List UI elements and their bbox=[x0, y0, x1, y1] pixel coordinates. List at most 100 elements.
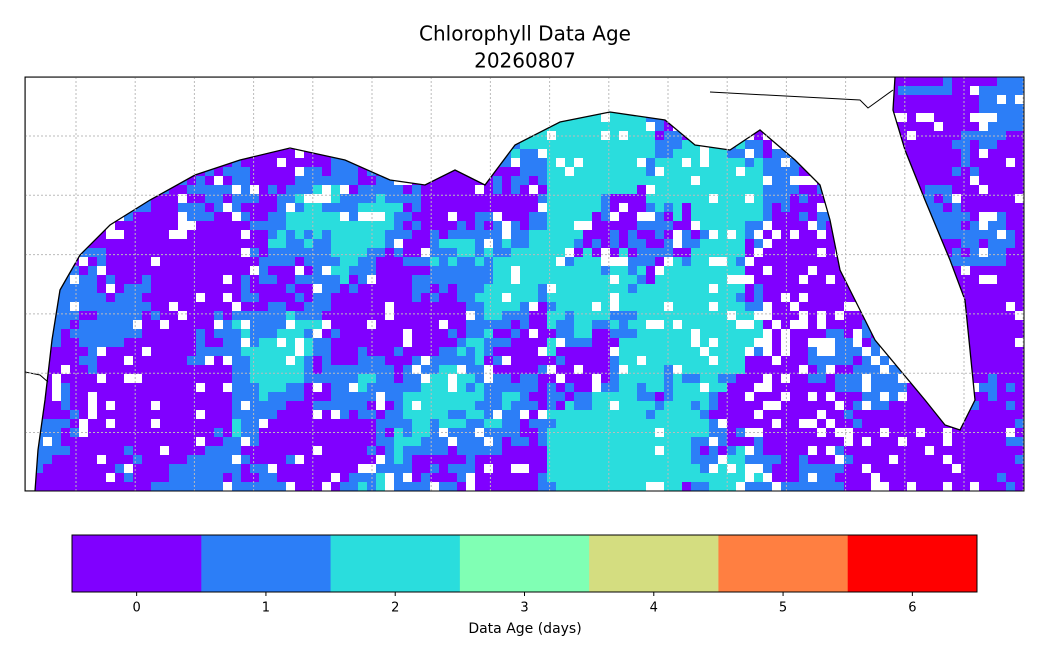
map-pixel bbox=[448, 257, 457, 266]
map-pixel bbox=[421, 446, 430, 455]
map-pixel bbox=[763, 158, 772, 167]
map-pixel bbox=[655, 239, 664, 248]
map-pixel bbox=[439, 230, 448, 239]
map-pixel bbox=[961, 464, 970, 473]
map-pixel bbox=[997, 356, 1006, 365]
map-pixel bbox=[484, 419, 493, 428]
map-pixel bbox=[907, 122, 916, 131]
map-pixel bbox=[520, 437, 529, 446]
map-pixel bbox=[412, 446, 421, 455]
map-pixel bbox=[349, 176, 358, 185]
map-pixel bbox=[682, 374, 691, 383]
map-pixel bbox=[979, 131, 988, 140]
map-pixel bbox=[277, 410, 286, 419]
map-pixel bbox=[160, 338, 169, 347]
map-pixel bbox=[475, 473, 484, 482]
map-pixel bbox=[646, 167, 655, 176]
map-pixel bbox=[637, 455, 646, 464]
map-pixel bbox=[583, 464, 592, 473]
map-pixel bbox=[295, 419, 304, 428]
map-pixel bbox=[529, 410, 538, 419]
map-pixel bbox=[853, 338, 862, 347]
map-pixel bbox=[133, 419, 142, 428]
map-pixel bbox=[709, 473, 718, 482]
map-pixel bbox=[988, 446, 997, 455]
map-pixel bbox=[970, 284, 979, 293]
map-pixel bbox=[232, 158, 241, 167]
map-pixel bbox=[880, 401, 889, 410]
map-pixel bbox=[808, 221, 817, 230]
map-pixel bbox=[628, 239, 637, 248]
map-pixel bbox=[295, 266, 304, 275]
map-pixel bbox=[466, 347, 475, 356]
map-pixel bbox=[430, 284, 439, 293]
map-pixel bbox=[862, 320, 871, 329]
map-pixel bbox=[457, 455, 466, 464]
map-pixel bbox=[205, 383, 214, 392]
map-pixel bbox=[439, 392, 448, 401]
map-pixel bbox=[943, 131, 952, 140]
map-pixel bbox=[835, 455, 844, 464]
map-pixel bbox=[196, 419, 205, 428]
map-pixel bbox=[556, 185, 565, 194]
map-pixel bbox=[628, 401, 637, 410]
map-pixel bbox=[952, 122, 961, 131]
map-pixel bbox=[358, 230, 367, 239]
map-pixel bbox=[169, 455, 178, 464]
map-pixel bbox=[358, 221, 367, 230]
map-pixel bbox=[340, 275, 349, 284]
map-pixel bbox=[961, 158, 970, 167]
map-pixel bbox=[745, 275, 754, 284]
map-pixel bbox=[403, 320, 412, 329]
map-pixel bbox=[250, 212, 259, 221]
map-pixel bbox=[799, 302, 808, 311]
map-pixel bbox=[232, 194, 241, 203]
map-pixel bbox=[367, 356, 376, 365]
map-pixel bbox=[673, 293, 682, 302]
map-pixel bbox=[835, 473, 844, 482]
map-pixel bbox=[835, 311, 844, 320]
map-pixel bbox=[574, 221, 583, 230]
map-pixel bbox=[115, 248, 124, 257]
map-pixel bbox=[79, 473, 88, 482]
map-pixel bbox=[331, 419, 340, 428]
map-pixel bbox=[574, 275, 583, 284]
map-pixel bbox=[259, 230, 268, 239]
map-pixel bbox=[106, 266, 115, 275]
map-pixel bbox=[421, 455, 430, 464]
map-pixel bbox=[871, 464, 880, 473]
map-pixel bbox=[70, 437, 79, 446]
map-pixel bbox=[475, 320, 484, 329]
map-pixel bbox=[322, 329, 331, 338]
map-pixel bbox=[673, 464, 682, 473]
map-pixel bbox=[844, 455, 853, 464]
map-pixel bbox=[88, 329, 97, 338]
map-pixel bbox=[970, 203, 979, 212]
map-pixel bbox=[124, 347, 133, 356]
map-pixel bbox=[979, 212, 988, 221]
map-pixel bbox=[808, 293, 817, 302]
map-pixel bbox=[529, 401, 538, 410]
map-pixel bbox=[205, 419, 214, 428]
map-pixel bbox=[268, 365, 277, 374]
map-pixel bbox=[808, 401, 817, 410]
map-pixel bbox=[952, 257, 961, 266]
map-pixel bbox=[862, 383, 871, 392]
map-pixel bbox=[700, 383, 709, 392]
map-pixel bbox=[808, 347, 817, 356]
map-pixel bbox=[700, 248, 709, 257]
map-pixel bbox=[808, 437, 817, 446]
map-pixel bbox=[223, 437, 232, 446]
map-pixel bbox=[322, 410, 331, 419]
map-pixel bbox=[133, 365, 142, 374]
map-pixel bbox=[259, 311, 268, 320]
map-pixel bbox=[61, 446, 70, 455]
map-pixel bbox=[790, 221, 799, 230]
map-pixel bbox=[970, 239, 979, 248]
map-pixel bbox=[385, 185, 394, 194]
map-pixel bbox=[205, 347, 214, 356]
map-pixel bbox=[700, 311, 709, 320]
map-pixel bbox=[709, 419, 718, 428]
map-pixel bbox=[187, 212, 196, 221]
map-pixel bbox=[916, 446, 925, 455]
